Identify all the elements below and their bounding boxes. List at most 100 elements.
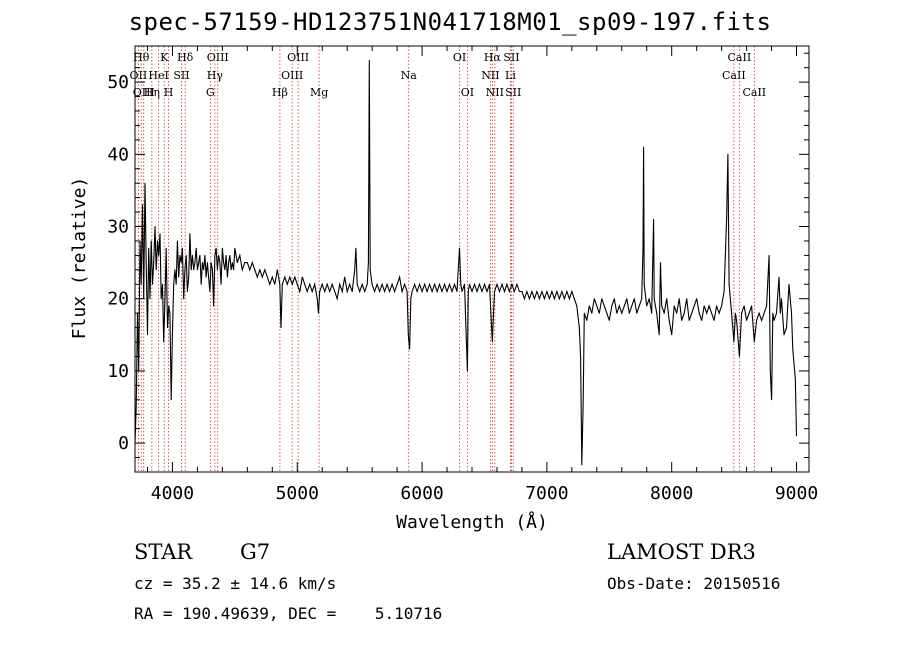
spectrum-point [142,204,143,206]
spectrum-point [653,298,655,300]
spectrum-point [779,312,781,314]
spectrum-point [226,276,228,278]
spectrum-point [173,283,175,285]
spectrum-point [221,247,223,249]
spectrum-point [693,305,695,307]
spectrum-point [314,283,316,285]
spectrum-point [593,298,595,300]
spectrum-point [309,283,311,285]
spectrum-point [758,312,760,314]
spectrum-point [469,283,470,285]
spectrum-point [626,298,628,300]
spectrum-point [652,247,654,249]
spectrum-point [416,291,418,292]
spectrum-point [196,269,198,271]
spectrum-point [511,283,513,285]
spectrum-point [718,312,720,314]
y-tick-label: 30 [107,217,129,238]
spectrum-point [319,291,321,292]
spectrum-point [434,283,436,285]
y-tick-label: 40 [107,144,129,165]
spectrum-point [499,291,500,292]
spectrum-point [716,305,718,307]
y-tick-label: 50 [107,72,129,93]
spectrum-point [706,312,708,314]
spectrum-point [476,291,478,292]
spectrum-point [280,327,282,329]
spectrum-point [558,298,560,300]
spectrum-point [407,334,409,336]
spectrum-point [768,254,770,256]
spectrum-point [163,341,165,343]
spectrum-point [424,283,426,285]
spectrum-point [588,305,590,307]
spectrum-point [306,291,308,292]
spectrum-point [633,298,635,300]
spectrum-point [756,319,758,321]
spectrum-point [698,312,700,314]
spectrum-point [389,291,391,292]
spectrum-point [215,247,217,249]
spectrum-point [406,291,408,292]
spectrum-point [230,269,232,271]
spectrum-point [426,291,428,292]
spectrum-point [726,218,728,220]
spectrum-point [580,356,582,357]
spectrum-point [711,312,713,314]
spectrum-point [386,283,388,285]
spectrum-point [326,283,328,285]
line-marker-label: NII [486,86,504,99]
line-marker-label: SII [173,69,189,82]
spectrum-point [201,262,203,264]
chart-title: spec-57159-HD123751N041718M01_sp09-197.f… [128,8,772,36]
line-marker-label: G [206,86,215,99]
spectrum-point [791,312,792,314]
spectrum-point [551,291,553,292]
spectrum-point [751,305,753,307]
spectrum-point [159,233,161,235]
axis-ticks-group: 4000 5000 6000 7000 8000 9000 0 10 20 30 40 50 [107,46,818,504]
spectrum-point [261,276,263,278]
spectrum-point [563,298,565,300]
spectrum-point [158,254,160,256]
spectrum-point [536,291,538,292]
spectrum-point [264,269,266,271]
spectrum-point [548,298,550,300]
spectrum-point [516,283,518,285]
line-marker-label: Mg [310,86,328,99]
spectrum-point [573,298,575,300]
spectrum-point [571,291,573,292]
spectrum-point [471,291,473,292]
spectrum-point [773,319,775,321]
spectrum-point [546,291,548,292]
spectrum-point [216,269,218,271]
spectrum-point [329,291,331,292]
obs-date: Obs-Date: 20150516 [607,574,781,593]
line-marker-label: SII [503,51,519,64]
spectrum-point [374,291,376,292]
spectrum-point [341,291,343,292]
line-markers-group [137,46,755,472]
spectrum-point [526,291,528,292]
spectrum-point [703,305,705,307]
spectrum-point [376,283,378,285]
spectrum-point [533,298,535,300]
spectrum-point [153,262,155,264]
spectrum-point [661,305,663,307]
spectrum-point [175,283,177,285]
spectrum-point [144,182,146,184]
spectrum-point [618,305,620,307]
spectrum-point [251,262,253,264]
spectrum-point [646,305,648,307]
spectrum-point [794,377,796,379]
spectrum-point [218,254,220,256]
spectrum-point [176,240,178,242]
x-tick-label: 9000 [775,483,818,504]
spectrum-point [656,312,658,314]
spectrum-point [582,406,584,408]
spectrum-point [736,319,738,321]
spectrum-point [513,291,515,292]
spectrum-point [436,291,438,292]
spectrum-point [642,247,644,249]
